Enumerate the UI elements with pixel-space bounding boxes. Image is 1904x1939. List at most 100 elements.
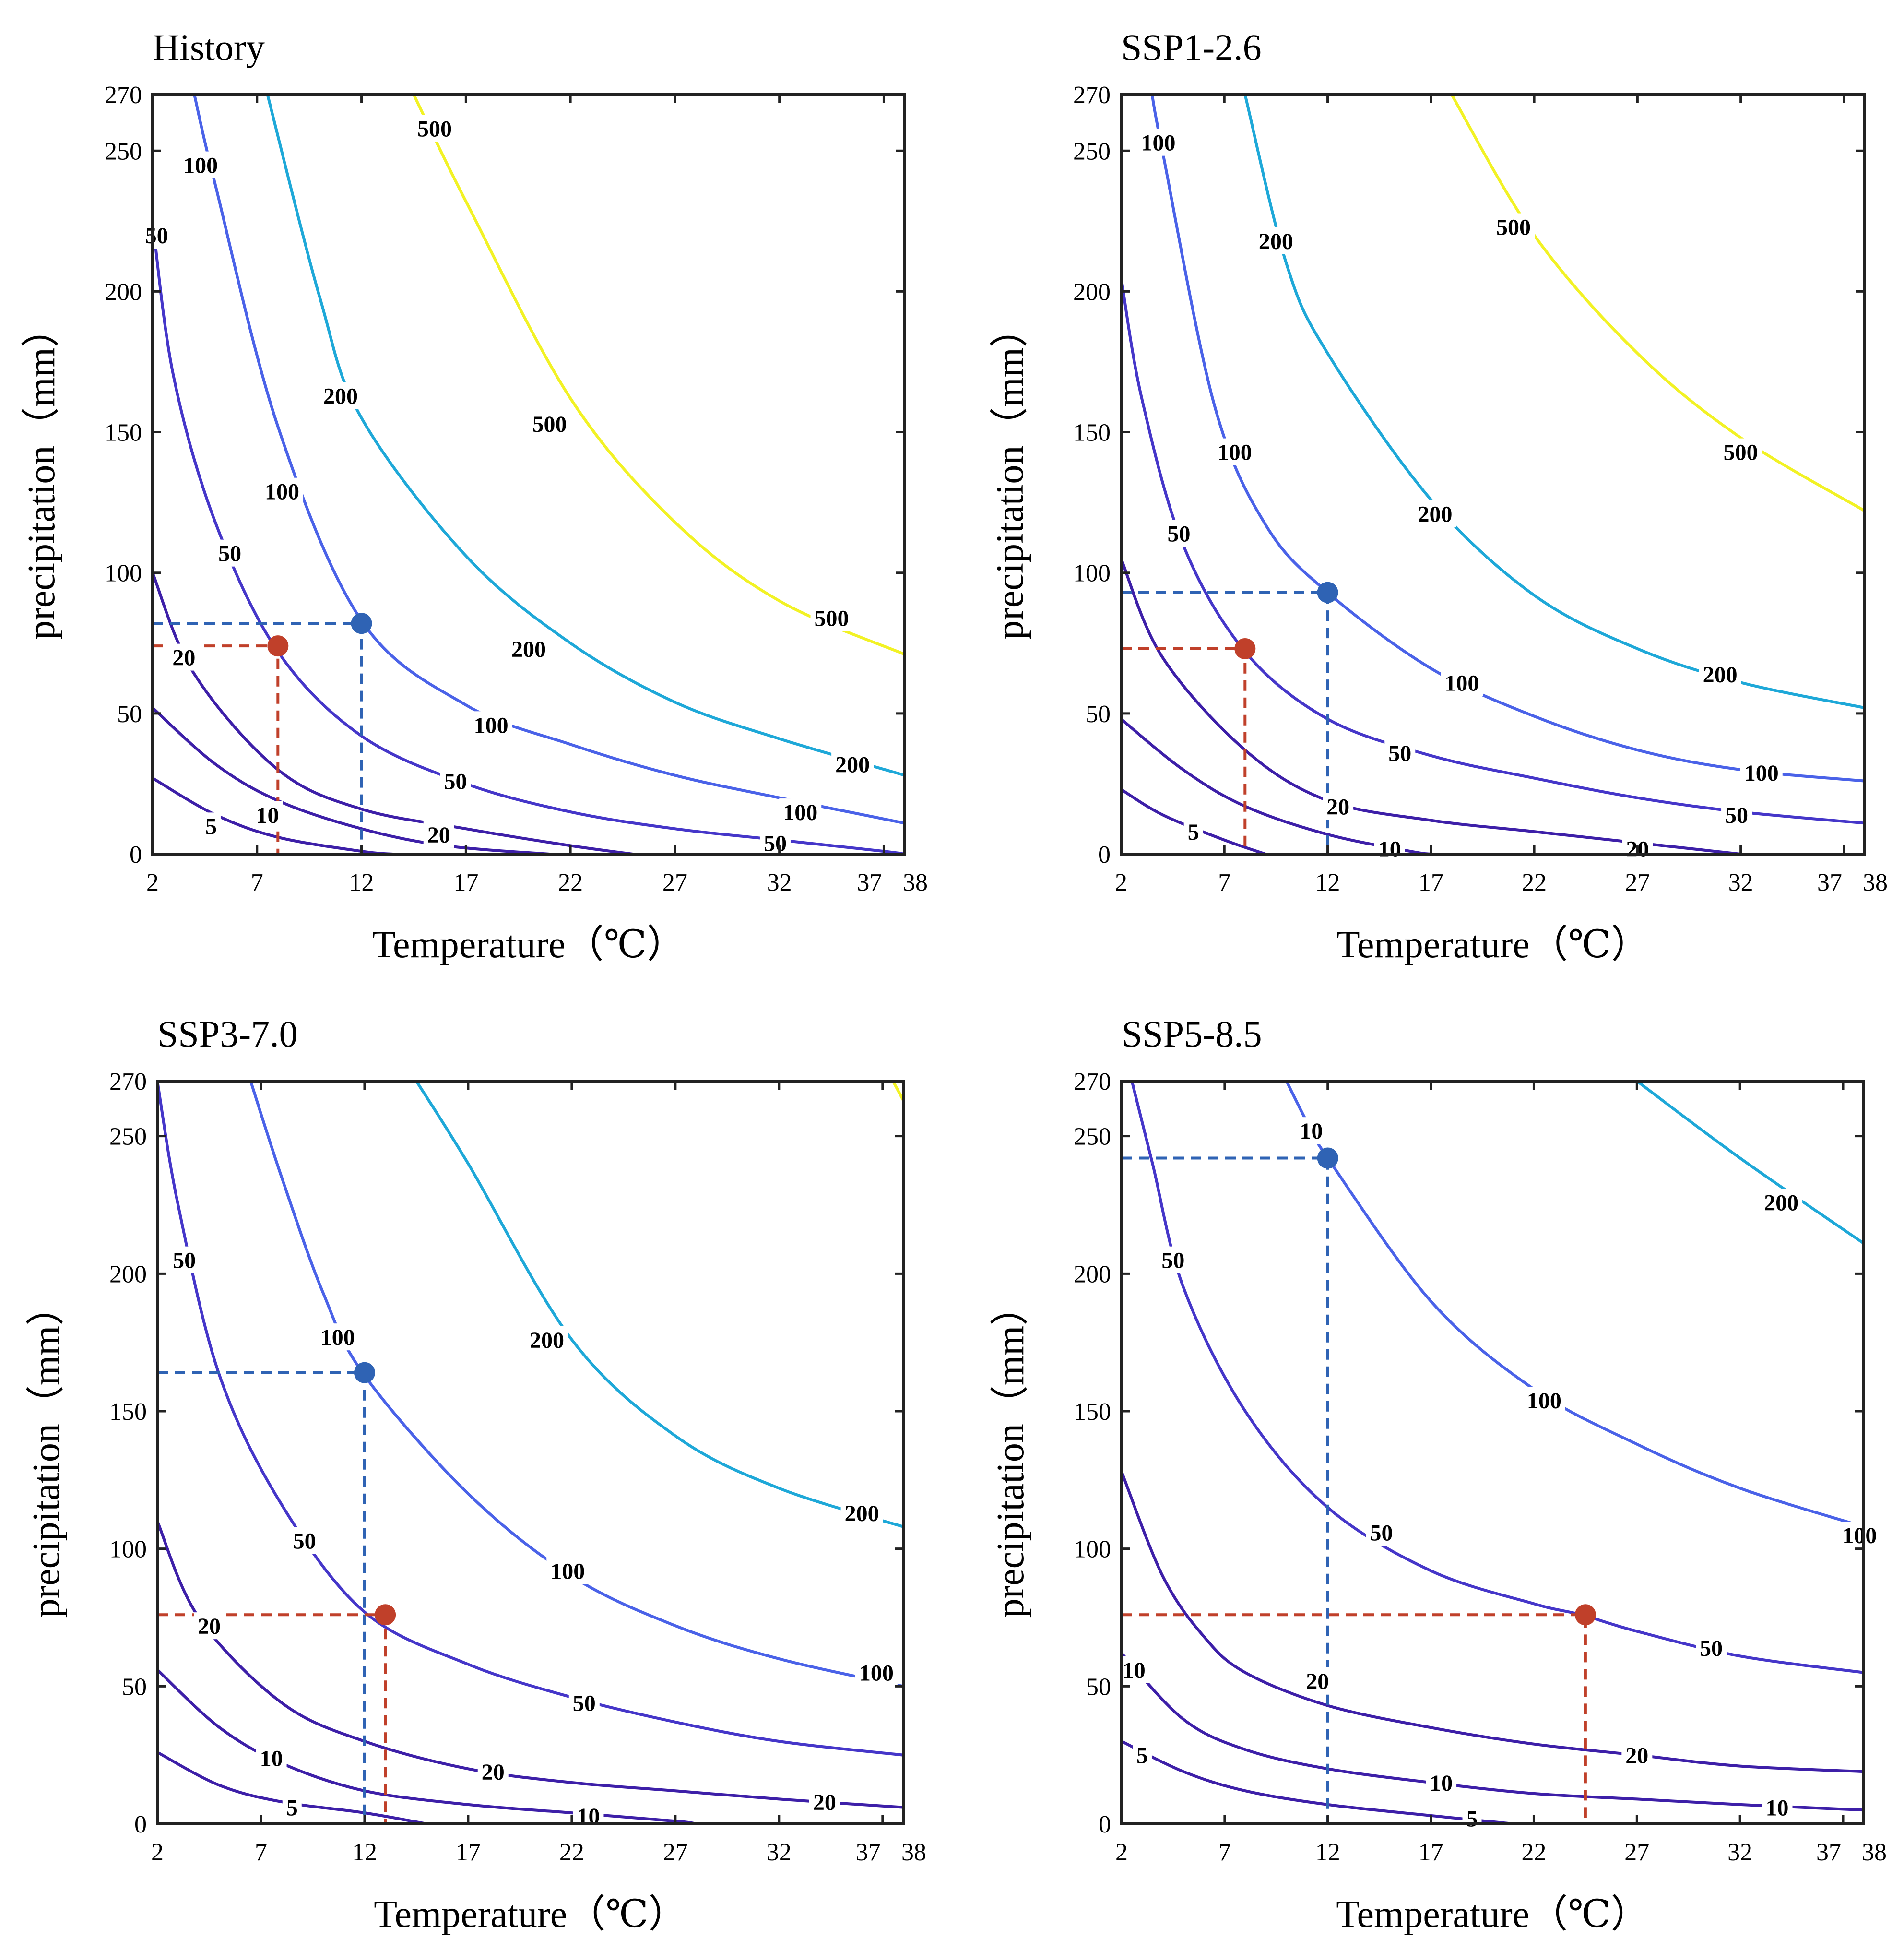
contour-label: 100	[183, 153, 218, 178]
contour-lines	[153, 95, 905, 854]
contour-line-500	[1450, 95, 1865, 512]
contour-label-bg	[289, 1527, 320, 1554]
contour-label: 100	[265, 479, 299, 505]
contour-line-20	[1122, 1471, 1864, 1773]
contour-label-bg	[1721, 801, 1752, 828]
y-tick-label: 200	[105, 278, 142, 306]
contour-label: 500	[815, 606, 849, 631]
y-tick-label: 150	[109, 1398, 147, 1426]
contour-label-bg	[477, 1758, 509, 1785]
x-tick-label: 27	[1625, 869, 1650, 896]
y-tick-label: 0	[1098, 841, 1111, 868]
contour-label: 20	[172, 645, 195, 671]
contour-label-bg	[526, 1326, 568, 1353]
contour-line-200	[266, 95, 905, 777]
marker-red	[1574, 1604, 1596, 1626]
y-tick-label: 150	[105, 419, 142, 447]
contour-label: 500	[1724, 440, 1758, 465]
contour-label: 50	[145, 223, 168, 249]
contour-label: 100	[550, 1559, 585, 1584]
contour-label-bg	[1323, 793, 1354, 820]
y-tick-label: 150	[1074, 1398, 1111, 1426]
contour-line-5	[1122, 1740, 1514, 1824]
contour-label: 5	[1136, 1743, 1148, 1769]
contour-line-50	[1121, 277, 1865, 825]
contour-label: 200	[323, 383, 358, 409]
contour-line-100	[193, 95, 905, 825]
marker-blue	[1317, 1147, 1338, 1169]
x-tick-label: 27	[1624, 1839, 1649, 1866]
contour-label: 500	[532, 412, 567, 437]
contour-label: 100	[1218, 440, 1252, 465]
contour-label: 100	[1842, 1523, 1877, 1548]
contour-label: 5	[1188, 820, 1199, 845]
contour-label: 20	[1306, 1669, 1329, 1694]
contour-line-5	[157, 1751, 427, 1824]
contour-label: 50	[1370, 1520, 1393, 1546]
contour-label-bg	[809, 1788, 840, 1816]
contour-label: 500	[417, 116, 452, 142]
contour-label: 200	[1764, 1190, 1798, 1215]
contour-label-bg	[141, 222, 172, 249]
x-tick-label: 32	[767, 869, 792, 896]
contour-label-bg	[261, 477, 304, 505]
x-tick-label: 12	[1315, 1839, 1340, 1866]
contour-label: 10	[1378, 836, 1401, 862]
contour-label-bg	[1719, 438, 1762, 465]
x-tick-label: 38	[903, 869, 928, 896]
x-tick-label: 17	[453, 869, 478, 896]
y-tick-label: 50	[1086, 1673, 1111, 1701]
contour-label: 50	[1700, 1636, 1723, 1661]
contour-label: 10	[256, 803, 279, 828]
contour-label-bg	[414, 115, 456, 142]
contour-label: 50	[218, 541, 241, 567]
contour-line-20	[1121, 558, 1741, 854]
contour-label-bg	[214, 539, 246, 567]
y-tick-label: 270	[105, 82, 142, 109]
y-tick-label: 100	[105, 560, 142, 587]
plot-frame	[1120, 93, 1866, 856]
contour-label-bg	[1302, 1667, 1333, 1694]
x-tick-label: 7	[1218, 869, 1230, 896]
contour-label: 100	[859, 1661, 894, 1686]
contour-label: 100	[320, 1325, 355, 1350]
x-tick-label: 38	[901, 1839, 926, 1866]
contour-line-500	[891, 1081, 903, 1101]
contour-label: 20	[1625, 1743, 1648, 1769]
x-tick-label: 37	[856, 1839, 881, 1866]
contour-lines	[1122, 1081, 1864, 1824]
contour-label: 500	[1496, 215, 1531, 240]
contour-label-bg	[779, 798, 822, 826]
contour-label-bg	[282, 1794, 302, 1821]
contour-label: 200	[835, 752, 870, 777]
contour-label-bg	[1492, 213, 1535, 240]
contour-label-bg	[1441, 669, 1483, 696]
contour-label: 20	[427, 822, 450, 848]
plot-frame	[1120, 1080, 1865, 1825]
contour-label-bg	[201, 812, 221, 840]
contour-label: 100	[783, 800, 817, 825]
marker-red	[267, 635, 289, 657]
contour-line-200	[1636, 1081, 1864, 1245]
contour-line-100	[249, 1081, 903, 1688]
contour-label-bg	[831, 750, 874, 778]
contour-label: 10	[260, 1746, 283, 1771]
x-tick-label: 2	[146, 869, 159, 896]
x-tick-label: 37	[857, 869, 882, 896]
y-tick-label: 270	[1073, 82, 1111, 109]
y-tick-label: 100	[109, 1536, 147, 1563]
y-tick-label: 250	[109, 1123, 147, 1151]
contour-line-50	[157, 1081, 903, 1757]
contour-label-bg	[1137, 129, 1180, 156]
contour-label: 200	[1418, 502, 1452, 527]
x-tick-label: 32	[767, 1839, 792, 1866]
contour-label-bg	[319, 382, 362, 409]
contour-label-bg	[1158, 1246, 1189, 1273]
contour-label-bg	[252, 801, 283, 828]
x-tick-label: 22	[559, 1839, 584, 1866]
contour-label-bg	[759, 829, 791, 856]
contour-label: 200	[530, 1328, 564, 1353]
contour-labels: 5 10 20 50 100 200 500 50 100 200 500 500 200 100 50 20…	[141, 115, 874, 856]
